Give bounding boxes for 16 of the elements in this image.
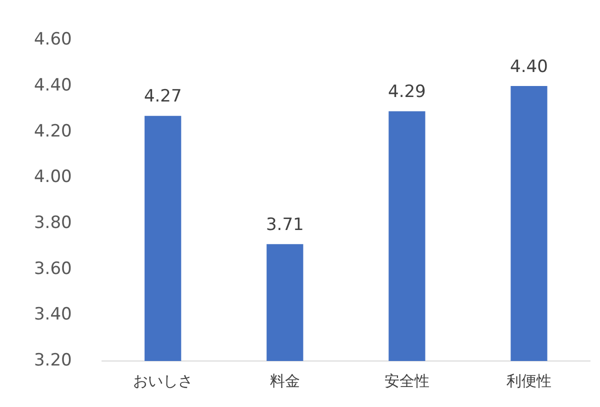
y-tick-label: 4.60: [34, 30, 72, 50]
y-tick-label: 4.20: [34, 121, 72, 142]
x-tick-label: 利便性: [506, 372, 552, 390]
y-tick-label: 4.40: [34, 75, 72, 96]
y-tick-label: 4.00: [34, 167, 72, 188]
x-tick-label: おいしさ: [132, 372, 193, 390]
y-tick-label: 3.60: [34, 258, 72, 279]
data-label: 3.71: [266, 215, 304, 236]
x-tick-label: 料金: [270, 372, 300, 390]
y-tick-label: 3.20: [34, 350, 72, 370]
data-label: 4.27: [144, 86, 182, 107]
y-tick-label: 3.40: [34, 304, 72, 325]
data-label: 4.40: [510, 56, 548, 77]
data-label: 4.29: [388, 82, 426, 102]
y-tick-label: 3.80: [34, 212, 72, 233]
x-tick-label: 安全性: [384, 372, 430, 390]
